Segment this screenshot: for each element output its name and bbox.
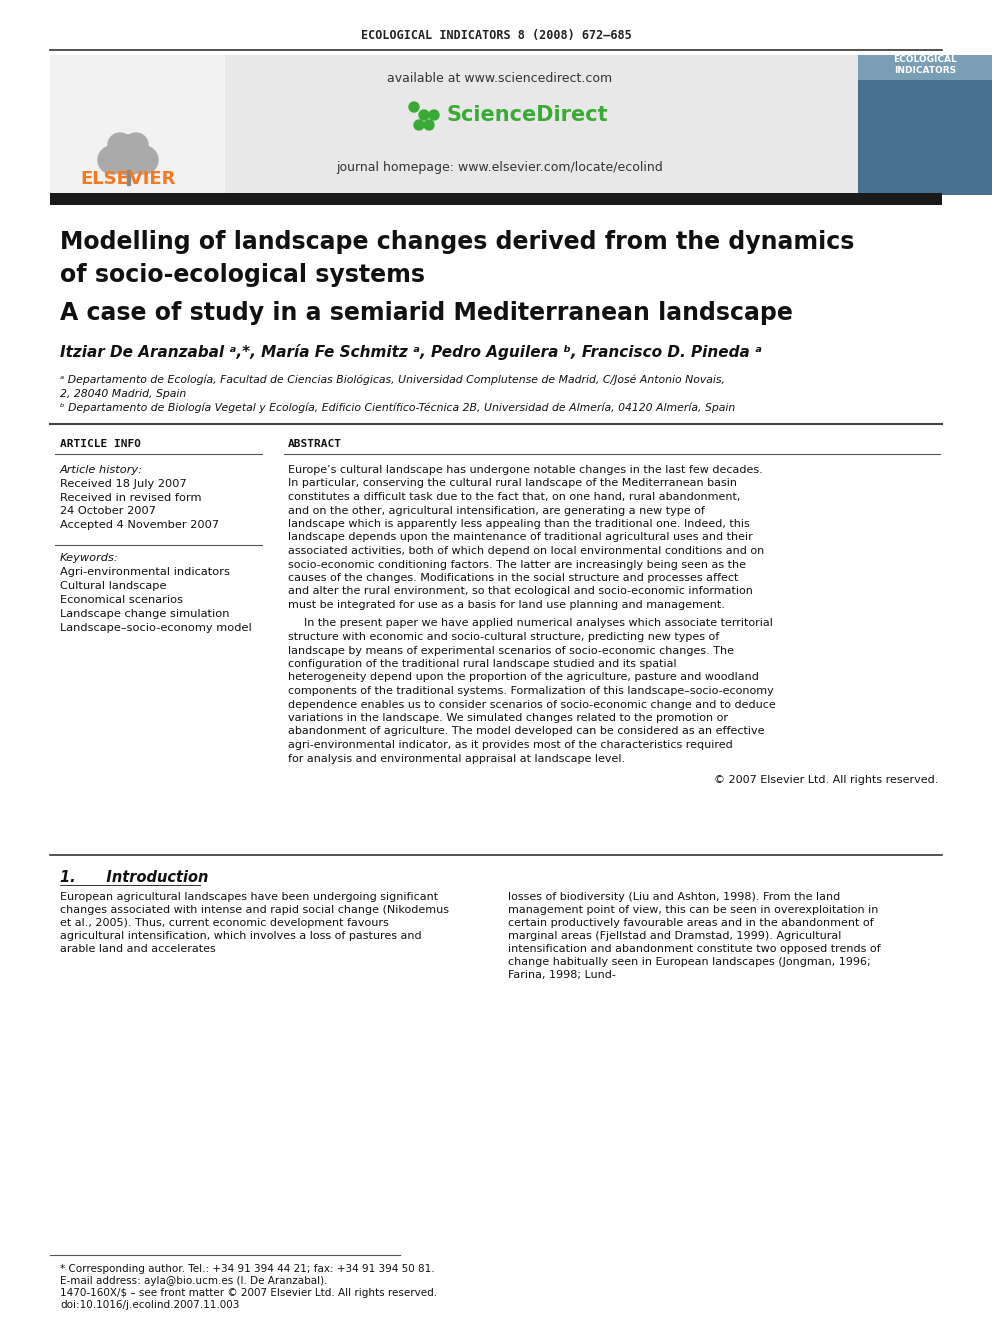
Text: journal homepage: www.elsevier.com/locate/ecolind: journal homepage: www.elsevier.com/locat… <box>336 161 664 175</box>
Text: must be integrated for use as a basis for land use planning and management.: must be integrated for use as a basis fo… <box>288 601 725 610</box>
Text: losses of biodiversity (Liu and Ashton, 1998). From the land: losses of biodiversity (Liu and Ashton, … <box>508 892 840 902</box>
Text: ScienceDirect: ScienceDirect <box>447 105 609 124</box>
Text: landscape which is apparently less appealing than the traditional one. Indeed, t: landscape which is apparently less appea… <box>288 519 750 529</box>
Text: Farina, 1998; Lund-: Farina, 1998; Lund- <box>508 970 616 980</box>
Text: available at www.sciencedirect.com: available at www.sciencedirect.com <box>388 71 613 85</box>
Text: 2, 28040 Madrid, Spain: 2, 28040 Madrid, Spain <box>60 389 186 400</box>
Text: ECOLOGICAL INDICATORS 8 (2008) 672–685: ECOLOGICAL INDICATORS 8 (2008) 672–685 <box>361 29 631 42</box>
Text: E-mail address: ayla@bio.ucm.es (I. De Aranzabal).: E-mail address: ayla@bio.ucm.es (I. De A… <box>60 1275 327 1286</box>
Text: changes associated with intense and rapid social change (Nikodemus: changes associated with intense and rapi… <box>60 905 449 916</box>
Text: Keywords:: Keywords: <box>60 553 119 564</box>
Text: Agri-environmental indicators: Agri-environmental indicators <box>60 568 230 577</box>
Text: management point of view, this can be seen in overexploitation in: management point of view, this can be se… <box>508 905 878 916</box>
Text: Landscape change simulation: Landscape change simulation <box>60 609 229 619</box>
Text: abandonment of agriculture. The model developed can be considered as an effectiv: abandonment of agriculture. The model de… <box>288 726 765 737</box>
Text: ELSEVIER: ELSEVIER <box>80 169 176 188</box>
Text: ECOLOGICAL
INDICATORS: ECOLOGICAL INDICATORS <box>893 56 957 75</box>
Text: variations in the landscape. We simulated changes related to the promotion or: variations in the landscape. We simulate… <box>288 713 728 722</box>
FancyBboxPatch shape <box>50 56 225 194</box>
Text: A case of study in a semiarid Mediterranean landscape: A case of study in a semiarid Mediterran… <box>60 302 793 325</box>
FancyBboxPatch shape <box>50 193 942 205</box>
Text: change habitually seen in European landscapes (Jongman, 1996;: change habitually seen in European lands… <box>508 957 871 967</box>
Text: Article history:: Article history: <box>60 464 143 475</box>
Text: and alter the rural environment, so that ecological and socio-economic informati: and alter the rural environment, so that… <box>288 586 753 597</box>
Text: agricultural intensification, which involves a loss of pastures and: agricultural intensification, which invo… <box>60 931 422 941</box>
Text: associated activities, both of which depend on local environmental conditions an: associated activities, both of which dep… <box>288 546 764 556</box>
Text: ᵇ Departamento de Biología Vegetal y Ecología, Edificio Científico-Técnica 2B, U: ᵇ Departamento de Biología Vegetal y Eco… <box>60 402 735 413</box>
Text: Europe’s cultural landscape has undergone notable changes in the last few decade: Europe’s cultural landscape has undergon… <box>288 464 763 475</box>
Text: 1.      Introduction: 1. Introduction <box>60 869 208 885</box>
Text: for analysis and environmental appraisal at landscape level.: for analysis and environmental appraisal… <box>288 754 625 763</box>
Text: of socio-ecological systems: of socio-ecological systems <box>60 263 425 287</box>
Text: configuration of the traditional rural landscape studied and its spatial: configuration of the traditional rural l… <box>288 659 677 669</box>
Circle shape <box>108 135 148 175</box>
FancyBboxPatch shape <box>858 56 992 79</box>
Text: socio-economic conditioning factors. The latter are increasingly being seen as t: socio-economic conditioning factors. The… <box>288 560 746 569</box>
Text: In the present paper we have applied numerical analyses which associate territor: In the present paper we have applied num… <box>304 618 773 628</box>
Text: Received 18 July 2007: Received 18 July 2007 <box>60 479 186 490</box>
Circle shape <box>424 120 434 130</box>
Circle shape <box>409 102 419 112</box>
Text: and on the other, agricultural intensification, are generating a new type of: and on the other, agricultural intensifi… <box>288 505 705 516</box>
Text: ARTICLE INFO: ARTICLE INFO <box>60 439 141 448</box>
Text: European agricultural landscapes have been undergoing significant: European agricultural landscapes have be… <box>60 892 438 902</box>
Circle shape <box>130 146 158 175</box>
Text: agri-environmental indicator, as it provides most of the characteristics require: agri-environmental indicator, as it prov… <box>288 740 733 750</box>
Text: doi:10.1016/j.ecolind.2007.11.003: doi:10.1016/j.ecolind.2007.11.003 <box>60 1301 239 1310</box>
Text: causes of the changes. Modifications in the social structure and processes affec: causes of the changes. Modifications in … <box>288 573 738 583</box>
Text: In particular, conserving the cultural rural landscape of the Mediterranean basi: In particular, conserving the cultural r… <box>288 479 737 488</box>
Circle shape <box>429 110 439 120</box>
Text: Economical scenarios: Economical scenarios <box>60 595 183 605</box>
Polygon shape <box>127 169 130 185</box>
Text: Accepted 4 November 2007: Accepted 4 November 2007 <box>60 520 219 531</box>
Text: arable land and accelerates: arable land and accelerates <box>60 945 215 954</box>
Text: components of the traditional systems. Formalization of this landscape–socio-eco: components of the traditional systems. F… <box>288 687 774 696</box>
Text: Cultural landscape: Cultural landscape <box>60 581 167 591</box>
Text: Received in revised form: Received in revised form <box>60 493 201 503</box>
Text: constitutes a difficult task due to the fact that, on one hand, rural abandonmen: constitutes a difficult task due to the … <box>288 492 740 501</box>
Text: et al., 2005). Thus, current economic development favours: et al., 2005). Thus, current economic de… <box>60 918 389 927</box>
Text: landscape by means of experimental scenarios of socio-economic changes. The: landscape by means of experimental scena… <box>288 646 734 655</box>
Text: landscape depends upon the maintenance of traditional agricultural uses and thei: landscape depends upon the maintenance o… <box>288 532 753 542</box>
Text: 1470-160X/$ – see front matter © 2007 Elsevier Ltd. All rights reserved.: 1470-160X/$ – see front matter © 2007 El… <box>60 1289 437 1298</box>
Circle shape <box>414 120 424 130</box>
Circle shape <box>98 146 126 175</box>
FancyBboxPatch shape <box>50 56 892 194</box>
Text: ABSTRACT: ABSTRACT <box>288 439 342 448</box>
Circle shape <box>108 134 132 157</box>
Text: marginal areas (Fjellstad and Dramstad, 1999). Agricultural: marginal areas (Fjellstad and Dramstad, … <box>508 931 841 941</box>
Text: intensification and abandonment constitute two opposed trends of: intensification and abandonment constitu… <box>508 945 881 954</box>
Circle shape <box>124 134 148 157</box>
Text: ᵃ Departamento de Ecología, Facultad de Ciencias Biológicas, Universidad Complut: ᵃ Departamento de Ecología, Facultad de … <box>60 374 725 385</box>
Text: dependence enables us to consider scenarios of socio-economic change and to dedu: dependence enables us to consider scenar… <box>288 700 776 709</box>
Text: Modelling of landscape changes derived from the dynamics: Modelling of landscape changes derived f… <box>60 230 854 254</box>
FancyBboxPatch shape <box>858 56 992 194</box>
Text: © 2007 Elsevier Ltd. All rights reserved.: © 2007 Elsevier Ltd. All rights reserved… <box>713 775 938 785</box>
Text: certain productively favourable areas and in the abandonment of: certain productively favourable areas an… <box>508 918 874 927</box>
Text: * Corresponding author. Tel.: +34 91 394 44 21; fax: +34 91 394 50 81.: * Corresponding author. Tel.: +34 91 394… <box>60 1263 434 1274</box>
Circle shape <box>419 110 429 120</box>
Text: Landscape–socio-economy model: Landscape–socio-economy model <box>60 623 252 632</box>
Text: 24 October 2007: 24 October 2007 <box>60 505 156 516</box>
Text: heterogeneity depend upon the proportion of the agriculture, pasture and woodlan: heterogeneity depend upon the proportion… <box>288 672 759 683</box>
Text: structure with economic and socio-cultural structure, predicting new types of: structure with economic and socio-cultur… <box>288 632 719 642</box>
Text: Itziar De Aranzabal ᵃ,*, María Fe Schmitz ᵃ, Pedro Aguilera ᵇ, Francisco D. Pine: Itziar De Aranzabal ᵃ,*, María Fe Schmit… <box>60 344 762 360</box>
